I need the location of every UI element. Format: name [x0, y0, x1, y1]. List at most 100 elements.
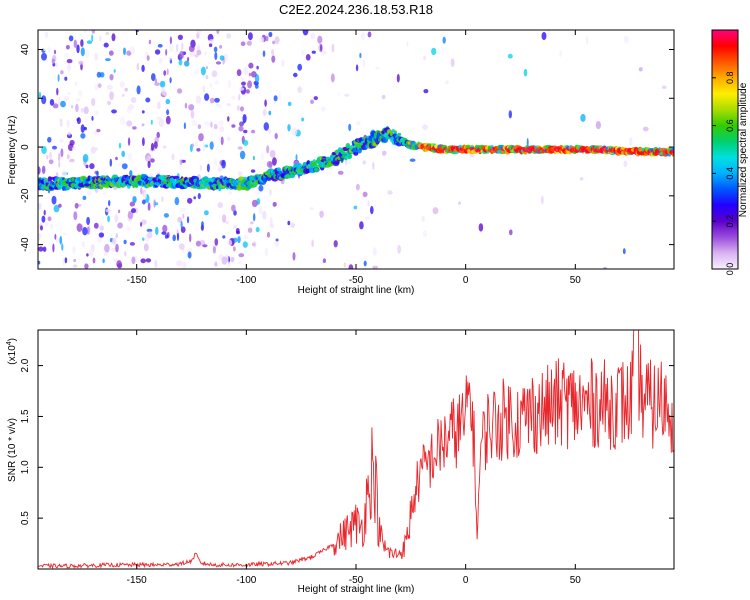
- colorbar: 0.0 0.2 0.4 0.6 0.8 Normalized spectral ampl…: [711, 29, 749, 275]
- snr-scale-exponent: 4: [6, 341, 13, 345]
- heatmap-noise-cell: [191, 119, 198, 127]
- heatmap-noise-cell: [275, 238, 279, 242]
- heatmap-noise-cell: [300, 49, 305, 57]
- heatmap-noise-cell: [52, 103, 59, 109]
- heatmap-noise-cell: [157, 101, 161, 110]
- heatmap-noise-cell: [169, 57, 172, 61]
- heatmap-noise-cell: [177, 34, 183, 40]
- heatmap-noise-cell: [264, 99, 267, 107]
- heatmap-noise-cell: [169, 77, 172, 84]
- heatmap-noise-cell: [157, 44, 163, 48]
- heatmap-noise-cell: [356, 120, 361, 126]
- heatmap-noise-cell: [194, 141, 199, 148]
- heatmap-noise-cell: [66, 59, 73, 64]
- heatmap-noise-cell: [585, 36, 589, 45]
- heatmap-noise-cell: [507, 53, 513, 59]
- heatmap-noise-cell: [274, 133, 278, 140]
- heatmap-noise-cell: [222, 235, 226, 239]
- heatmap-noise-cell: [98, 232, 105, 238]
- heatmap-noise-cell: [230, 256, 235, 263]
- heatmap-noise-cell: [103, 42, 109, 48]
- heatmap-noise-cell: [106, 84, 113, 91]
- heatmap-noise-cell: [146, 228, 153, 233]
- heatmap-noise-cell: [246, 89, 250, 94]
- heatmap-noise-cell: [226, 103, 231, 107]
- heatmap-noise-cell: [60, 148, 64, 158]
- heatmap-noise-cell: [184, 102, 188, 109]
- heatmap-noise-cell: [281, 59, 285, 68]
- heatmap-noise-cell: [310, 99, 314, 105]
- colorbar-tick-label: 0.6: [725, 119, 735, 132]
- heatmap-noise-cell: [227, 116, 230, 122]
- heatmap-noise-cell: [209, 82, 213, 89]
- heatmap-noise-cell: [242, 114, 247, 123]
- heatmap-noise-cell: [91, 116, 94, 121]
- heatmap-noise-cell: [214, 158, 217, 166]
- heatmap-noise-cell: [193, 196, 196, 200]
- heatmap-noise-cell: [165, 115, 171, 125]
- heatmap-noise-cell: [84, 263, 89, 269]
- heatmap-noise-cell: [51, 58, 55, 65]
- heatmap-noise-cell: [117, 263, 123, 269]
- heatmap-noise-cell: [43, 209, 46, 216]
- heatmap-noise-cell: [262, 109, 267, 117]
- heatmap-noise-cell: [247, 227, 253, 233]
- heatmap-noise-cell: [76, 223, 83, 232]
- heatmap-noise-cell: [372, 265, 379, 269]
- heatmap-noise-cell: [165, 98, 171, 105]
- heatmap-noise-cell: [129, 46, 136, 54]
- heatmap-noise-cell: [141, 219, 147, 225]
- heatmap-noise-cell: [91, 98, 96, 106]
- heatmap-noise-cell: [273, 95, 278, 102]
- heatmap-noise-cell: [603, 266, 607, 269]
- heatmap-noise-cell: [136, 62, 140, 71]
- heatmap-noise-cell: [42, 246, 47, 252]
- heatmap-noise-cell: [68, 35, 74, 42]
- heatmap-noise-cell: [423, 55, 427, 60]
- heatmap-noise-cell: [231, 204, 236, 212]
- heatmap-noise-cell: [92, 257, 96, 264]
- heatmap-noise-cell: [422, 124, 428, 130]
- y-tick-label: 0: [20, 144, 31, 150]
- heatmap-noise-cell: [82, 227, 88, 236]
- heatmap-noise-cell: [67, 131, 71, 136]
- heatmap-noise-cell: [93, 110, 99, 116]
- x-tick-label: -150: [127, 275, 147, 286]
- heatmap-noise-cell: [83, 126, 87, 131]
- heatmap-noise-cell: [305, 54, 311, 61]
- heatmap-noise-cell: [151, 73, 156, 82]
- heatmap-noise-cell: [202, 142, 206, 152]
- heatmap-noise-cell: [140, 222, 143, 227]
- heatmap-noise-cell: [236, 105, 240, 111]
- heatmap-noise-cell: [195, 95, 202, 104]
- heatmap-ridge-cell: [671, 149, 674, 154]
- heatmap-noise-cell: [212, 246, 216, 254]
- heatmap-noise-cell: [250, 221, 254, 225]
- heatmap-noise-cell: [246, 40, 252, 46]
- heatmap-noise-cell: [183, 122, 186, 130]
- heatmap-noise-cell: [293, 72, 298, 78]
- heatmap-noise-cell: [214, 261, 218, 267]
- heatmap-noise-cell: [367, 31, 372, 38]
- heatmap-noise-cell: [64, 53, 69, 58]
- heatmap-noise-cell: [169, 44, 174, 52]
- heatmap-noise-cell: [204, 121, 210, 126]
- heatmap-noise-cell: [186, 216, 190, 224]
- heatmap-noise-cell: [142, 237, 145, 241]
- snr-y-ticks: 0.5 1.0 1.5 2.0: [20, 358, 674, 525]
- x-tick-label: 50: [570, 575, 582, 586]
- heatmap-noise-cell: [287, 220, 291, 226]
- heatmap-noise-cell: [243, 66, 249, 76]
- heatmap-ridge-cell: [47, 176, 52, 182]
- heatmap-noise-cell: [104, 243, 110, 253]
- x-tick-label: -100: [236, 275, 256, 286]
- heatmap-noise-cell: [61, 169, 67, 179]
- heatmap-noise-cell: [169, 36, 172, 45]
- heatmap-noise-cell: [258, 206, 263, 215]
- heatmap-noise-cell: [129, 170, 133, 177]
- heatmap-noise-cell: [154, 259, 158, 268]
- heatmap-noise-cell: [222, 214, 227, 223]
- heatmap-noise-cell: [287, 101, 292, 107]
- snr-y-axis-label: SNR (10 * v/v): [7, 418, 18, 482]
